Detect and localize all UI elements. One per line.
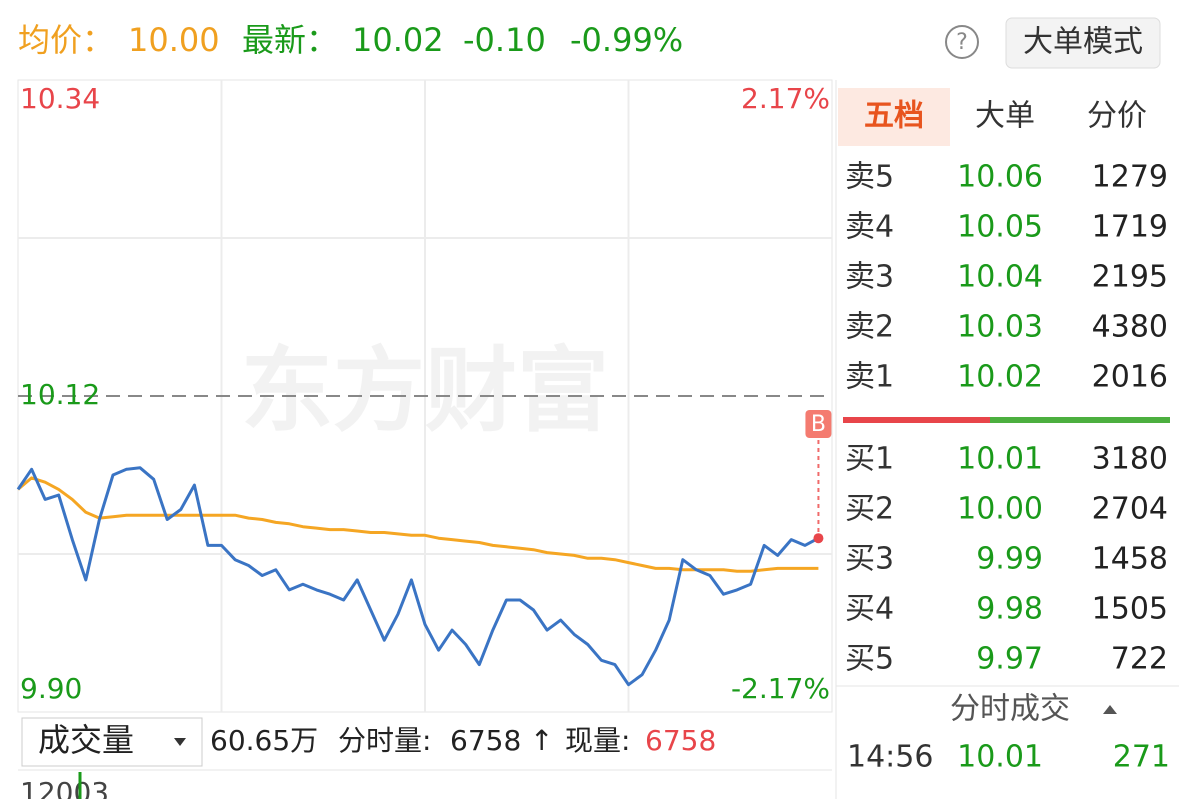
total-volume: 60.65万 [210, 724, 318, 757]
level-price: 9.99 [976, 542, 1043, 577]
change: -0.10 [463, 21, 546, 59]
level-price: 10.00 [957, 492, 1043, 527]
level-price: 9.97 [976, 642, 1043, 677]
level-volume: 1279 [1092, 160, 1168, 195]
level-price: 10.06 [957, 160, 1043, 195]
minute-label: 分时量: [338, 724, 431, 757]
tab[interactable]: 分价 [1087, 99, 1147, 134]
level-price: 10.03 [957, 310, 1043, 345]
order-book: 卖5 10.06 1279 卖4 10.05 1719 卖3 10.04 2195 卖2 10.03… [845, 160, 1168, 677]
dropdown-icon [174, 738, 186, 746]
level-price: 10.05 [957, 210, 1043, 245]
tab[interactable]: 五档 [864, 99, 924, 134]
level-volume: 4380 [1092, 310, 1168, 345]
avg-line [17, 476, 819, 573]
trades-title: 分时成交 [950, 692, 1070, 727]
volume-axis-label: 12003 [20, 776, 109, 799]
level-volume: 3180 [1092, 442, 1168, 477]
minute-volume: 6758 [450, 724, 521, 757]
level-price: 9.98 [976, 592, 1043, 627]
arrow: ↑ [530, 724, 553, 757]
level-label: 卖4 [845, 210, 894, 245]
level-price: 10.01 [957, 442, 1043, 477]
y-tick-label: 10.34 [20, 82, 100, 115]
help-button[interactable]: ? [945, 25, 979, 59]
level-label: 买3 [845, 542, 894, 577]
level-volume: 2016 [1092, 360, 1168, 395]
button-bg [1005, 17, 1161, 69]
level-label: 买2 [845, 492, 894, 527]
button-text: 大单模式 [1023, 25, 1143, 60]
y2-tick-label: 2.17% [741, 82, 830, 115]
level-label: 卖1 [845, 360, 894, 395]
y-tick-label: 9.90 [20, 672, 82, 705]
help-circle [945, 25, 979, 59]
level-label: 卖3 [845, 260, 894, 295]
marker-label: B [811, 412, 826, 437]
level-label: 买1 [845, 442, 894, 477]
latest-value: 10.02 [352, 21, 444, 59]
tab[interactable]: 大单 [975, 99, 1035, 134]
level-volume: 1458 [1092, 542, 1168, 577]
last-point [813, 533, 824, 544]
y-tick-label: 10.12 [20, 378, 100, 411]
trade-volume: 271 [1113, 740, 1170, 775]
selector-text: 成交量 [38, 721, 134, 759]
trades: 14:56 10.01 271 [847, 740, 1170, 775]
help-icon: ? [956, 30, 968, 55]
collapse-icon[interactable] [1103, 705, 1117, 714]
current-label: 现量: [565, 724, 630, 757]
level-label: 买5 [845, 642, 894, 677]
price-chart: 9.90 10.12 10.34 -2.17% 2.17% B [16, 79, 832, 713]
latest-label: 最新： [242, 21, 338, 59]
price-line [16, 466, 820, 687]
level-volume: 722 [1111, 642, 1168, 677]
trade-price: 10.01 [957, 740, 1043, 775]
current-volume: 6758 [645, 724, 716, 757]
level-label: 卖2 [845, 310, 894, 345]
avg-label: 均价： [18, 21, 114, 59]
active-tab-bg [838, 88, 950, 146]
volume-selector[interactable]: 成交量 [21, 717, 203, 767]
mode-button[interactable]: 大单模式 [1005, 17, 1161, 69]
y2-tick-label: -2.17% [731, 672, 830, 705]
level-volume: 1505 [1092, 592, 1168, 627]
level-label: 买4 [845, 592, 894, 627]
trade-time: 14:56 [847, 740, 933, 775]
level-label: 卖5 [845, 160, 894, 195]
level-volume: 1719 [1092, 210, 1168, 245]
change-pct: -0.99% [570, 21, 683, 59]
level-price: 10.04 [957, 260, 1043, 295]
level-volume: 2195 [1092, 260, 1168, 295]
avg-value: 10.00 [128, 21, 220, 59]
selector-bg [21, 717, 203, 767]
level-volume: 2704 [1092, 492, 1168, 527]
level-price: 10.02 [957, 360, 1043, 395]
marker-badge [805, 410, 832, 438]
